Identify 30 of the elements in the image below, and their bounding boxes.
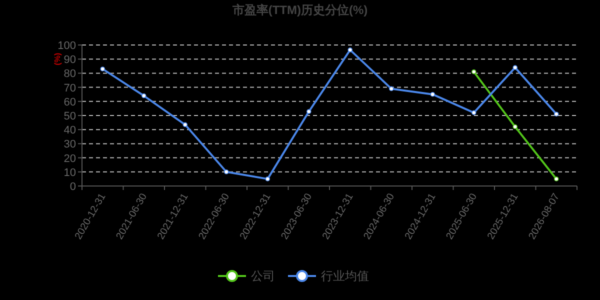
legend-label: 公司 <box>251 269 275 283</box>
y-tick-label: 90 <box>64 54 76 66</box>
point <box>348 48 353 52</box>
point <box>100 66 106 72</box>
point <box>182 122 188 128</box>
point <box>471 69 476 74</box>
point <box>471 110 476 116</box>
point <box>224 170 229 174</box>
point <box>306 109 312 114</box>
point <box>265 176 270 182</box>
point <box>141 93 146 98</box>
y-tick-label: 50 <box>64 110 76 122</box>
y-tick-label: 30 <box>64 138 76 151</box>
y-tick-label: 100 <box>58 40 76 52</box>
point <box>554 176 559 182</box>
y-tick-label: 40 <box>64 124 76 137</box>
point <box>388 86 394 92</box>
point <box>430 92 436 97</box>
y-tick-label: 10 <box>64 166 76 179</box>
y-tick-label: 70 <box>64 82 76 94</box>
y-tick-label: 80 <box>64 68 76 80</box>
point <box>512 124 518 130</box>
legend-label: 行业均值 <box>321 269 369 283</box>
y-axis-title: (%) <box>53 52 62 66</box>
point <box>554 112 559 116</box>
y-tick-label: 20 <box>64 152 76 165</box>
y-tick-label: 0 <box>70 181 76 193</box>
y-tick-label: 60 <box>64 96 76 108</box>
chart-title: 市盈率(TTM)历史分位(%) <box>231 3 368 17</box>
point <box>512 65 518 70</box>
